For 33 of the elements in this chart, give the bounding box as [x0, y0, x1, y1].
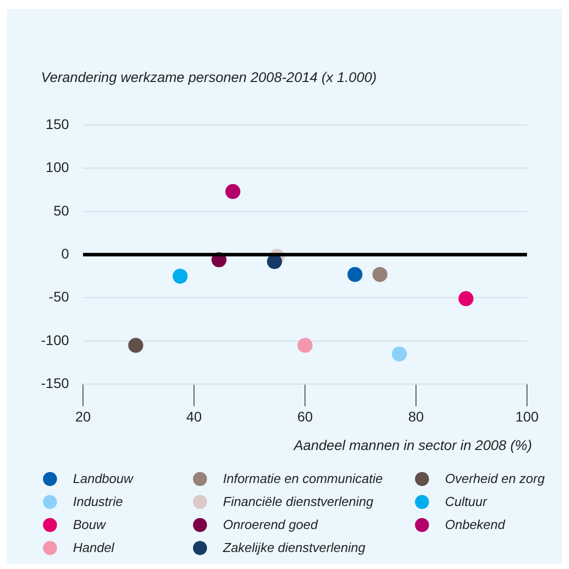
y-tick-label: -50 — [48, 288, 70, 305]
x-tick-label: 80 — [408, 408, 424, 424]
point — [172, 268, 188, 284]
y-tick-label: 0 — [61, 245, 70, 262]
legend-label: Landbouw — [73, 471, 133, 486]
y-axis-title: Verandering werkzame personen 2008-2014 (x 1.000) — [41, 69, 377, 85]
x-axis-title: Aandeel mannen in sector in 2008 (%) — [294, 437, 532, 453]
point — [225, 184, 240, 200]
point — [298, 338, 313, 353]
legend-label: Bouw — [73, 517, 106, 532]
legend-label: Onroerend goed — [223, 517, 318, 532]
legend-label: Financiële dienstverlening — [223, 494, 374, 509]
legend-label: Onbekend — [445, 517, 505, 532]
point — [392, 346, 407, 362]
y-tick-label: -150 — [40, 375, 70, 392]
legend-label: Cultuur — [445, 494, 487, 509]
y-tick-label: 150 — [46, 116, 70, 132]
legend-label: Handel — [73, 540, 114, 555]
point — [347, 266, 362, 282]
legend-label: Overheid en zorg — [445, 471, 545, 486]
legend-label: Informatie en communicatie — [223, 471, 383, 486]
y-tick-label: 50 — [53, 202, 70, 218]
x-tick-label: 40 — [186, 408, 202, 424]
point — [458, 291, 474, 306]
legend-label: Industrie — [73, 494, 123, 509]
y-tick-label: 100 — [46, 159, 70, 176]
x-tick-label: 60 — [297, 408, 314, 424]
point — [372, 266, 388, 282]
point — [128, 338, 144, 353]
legend-label: Zakelijke dienstverlening — [223, 540, 366, 555]
x-tick-label: 20 — [75, 408, 92, 424]
x-tick-label: 100 — [515, 408, 539, 424]
y-tick-label: -100 — [40, 332, 70, 348]
